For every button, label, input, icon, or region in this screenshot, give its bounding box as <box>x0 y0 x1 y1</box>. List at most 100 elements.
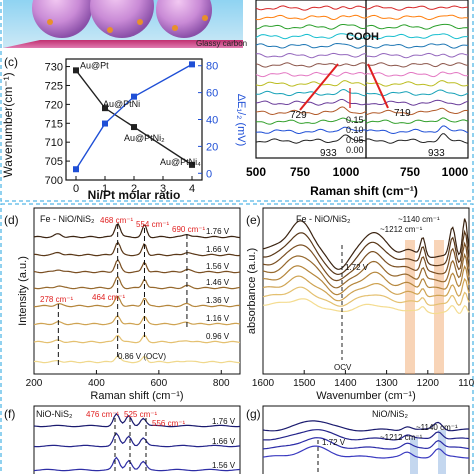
panel-c-y-label: Wavenumber(cm⁻¹) <box>1 72 15 177</box>
potential-label: 1.66 V <box>206 245 230 254</box>
spectrum-right <box>365 52 469 59</box>
top-frame <box>0 0 474 202</box>
potential-label: 1.76 V <box>206 227 230 236</box>
panel-c-y-label-right: ΔE₁/₂ (mV) <box>235 94 247 147</box>
potential-label: 1.56 V <box>212 461 236 470</box>
spectrum-left <box>255 14 366 21</box>
potential-label: 0.86 V (OCV) <box>118 352 166 361</box>
raman-spectrum <box>33 456 241 472</box>
panel-c-points <box>73 61 195 173</box>
spectrum-left <box>255 71 367 78</box>
potential-label: 0.00 <box>346 145 364 155</box>
red-arrow-right <box>367 63 389 109</box>
b-xtick: 1000 <box>442 165 469 179</box>
delta-e-point <box>102 120 108 127</box>
y-tick-label: 720 <box>45 99 63 111</box>
b-xtick: 750 <box>290 165 310 179</box>
particle <box>90 0 154 38</box>
panel-e-title: Fe - NiO/NiS₂ <box>296 214 351 224</box>
ir-spectrum <box>263 264 470 296</box>
panel-c-point-labels: Au@Pt Au@PtNi Au@PtNi₂ Au@PtNi₄ <box>80 60 201 167</box>
spectrum-left <box>255 52 366 59</box>
panel-d-spectra <box>33 222 241 364</box>
panel-c-x-ticks: 0 1 2 3 4 <box>73 176 195 195</box>
peak-label: 464 cm⁻¹ <box>92 293 125 302</box>
peak-719: 719 <box>394 108 411 119</box>
ir-spectrum <box>263 298 470 315</box>
ir-spectrum <box>262 218 470 270</box>
ir-spectrum <box>262 429 470 441</box>
panel-b-spectra <box>255 5 469 144</box>
molecule <box>47 19 53 25</box>
panel-a-illustration: Glassy carbon <box>3 0 247 48</box>
x-tick-label: 800 <box>213 378 230 389</box>
spectrum-left <box>255 98 367 106</box>
point-label: Au@PtNi <box>103 99 140 109</box>
spectrum-right <box>365 43 469 49</box>
panel-b-x-label: Raman shift (cm⁻¹) <box>310 184 418 198</box>
y-tick-right-label: 0 <box>206 168 212 180</box>
potential-label: 1.46 V <box>206 278 230 287</box>
potential-label: 0.96 V <box>206 332 230 341</box>
panel-g-axes <box>262 405 470 474</box>
spectrum-left <box>255 24 367 30</box>
raman-spectrum <box>33 315 241 326</box>
point-label: Au@PtNi₄ <box>160 157 201 167</box>
panel-e-label: (e) <box>246 213 261 227</box>
panel-b-right-axes <box>365 0 469 159</box>
ir-spectrum <box>262 420 469 432</box>
raman-spectrum <box>33 432 241 448</box>
panel-b: COOH 729 719 933 933 0.15 0.10 0.05 0.00… <box>246 0 469 198</box>
spectrum-left <box>255 117 367 125</box>
spectrum-left <box>255 5 367 11</box>
raman-spectrum <box>33 295 241 308</box>
delta-e-point <box>189 61 195 68</box>
potential-label: 0.15 <box>346 115 364 125</box>
x-tick-label: 400 <box>88 378 105 389</box>
wavenumber-point <box>73 67 79 74</box>
panel-c-y-ticks: 700 705 710 715 720 725 730 <box>45 62 70 187</box>
spectrum-right <box>366 62 469 68</box>
panel-d-axes <box>33 207 241 375</box>
spectrum-left <box>255 88 367 97</box>
panel-g-label: (g) <box>246 407 261 421</box>
potential-label: 1.76 V <box>212 417 236 426</box>
panel-g-spectra <box>262 420 470 474</box>
mark-label: 1.72 V <box>345 263 369 272</box>
x-tick-label: 1200 <box>417 378 440 389</box>
potential-label: 0.10 <box>346 125 364 135</box>
peak-label: 278 cm⁻¹ <box>40 295 73 304</box>
spectrum-left <box>255 33 367 40</box>
series-delta-e-line <box>75 63 193 170</box>
band <box>438 430 446 474</box>
x-tick-label: 200 <box>26 378 43 389</box>
y-tick-right-label: 40 <box>206 115 218 127</box>
particle <box>32 0 92 38</box>
panel-d-title: Fe - NiO/NiS₂ <box>40 214 95 224</box>
potential-label: 1.66 V <box>212 437 236 446</box>
spectrum-left <box>255 126 367 135</box>
y-tick-label: 715 <box>45 118 63 130</box>
ir-spectrum <box>263 229 470 276</box>
b-xtick: 1000 <box>333 165 360 179</box>
x-tick-label: 1600 <box>252 378 275 389</box>
peak-label: 525 cm⁻¹ <box>124 410 157 419</box>
series-wavenumber-line <box>75 69 193 166</box>
peak-label: 554 cm⁻¹ <box>136 220 169 229</box>
panel-f-label: (f) <box>4 407 15 421</box>
panel-e: (e) Fe - NiO/NiS₂ ~1140 cm⁻¹ ~1212 cm⁻¹ … <box>246 207 474 402</box>
delta-e-point <box>73 166 79 173</box>
potential-label: 0.05 <box>346 135 364 145</box>
x-tick-label: 1400 <box>334 378 357 389</box>
b-xtick: 500 <box>246 165 266 179</box>
raman-spectrum <box>33 355 241 364</box>
raman-spectrum <box>33 334 241 344</box>
spectrum-right <box>365 133 469 144</box>
y-tick-label: 705 <box>45 156 63 168</box>
spectrum-right <box>365 125 469 135</box>
mark-label: ~1212 cm⁻¹ <box>380 225 423 234</box>
peak-933-left: 933 <box>320 148 337 159</box>
spectrum-right <box>365 80 469 87</box>
molecule <box>107 27 113 33</box>
